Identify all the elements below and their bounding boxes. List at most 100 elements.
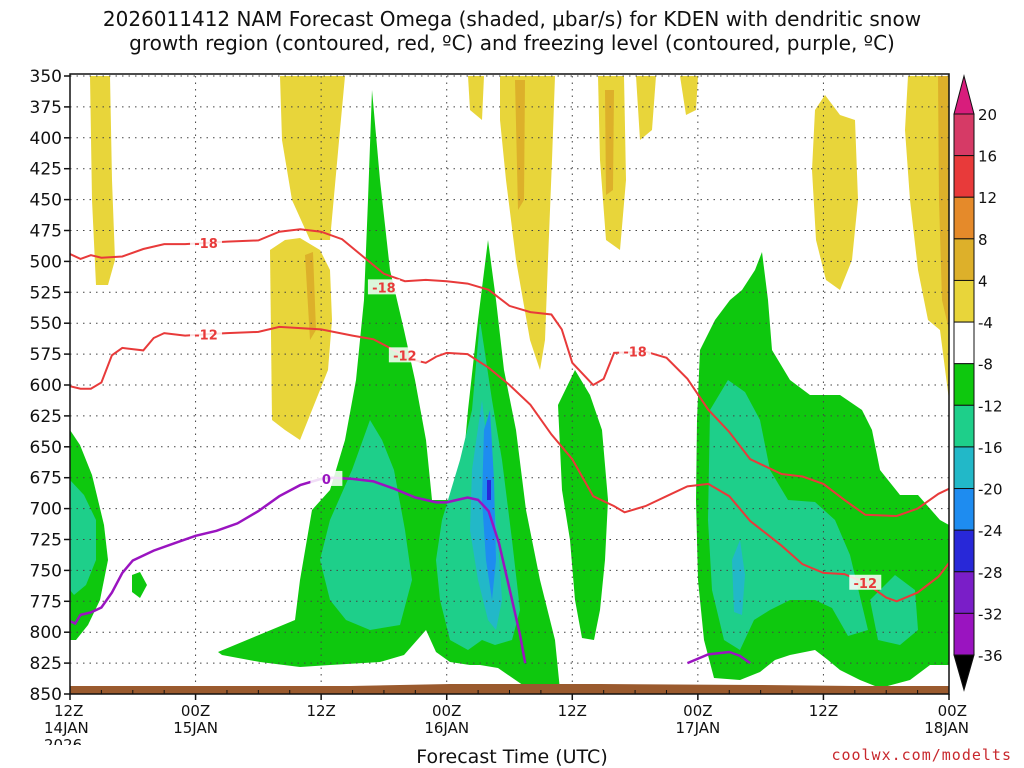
x-tick-label: 16JAN [424,719,469,737]
colorbar-label: 4 [978,272,988,290]
colorbar-swatch [953,404,975,448]
omega-positive-streak [90,76,115,285]
omega-positive-streak [468,76,484,120]
credit-text: coolwx.com/modelts [831,746,1012,764]
y-tick-label: 625 [30,407,62,427]
colorbar-swatch [953,571,975,614]
colorbar-label: 8 [978,231,988,249]
y-axis: 350 375 400 425 450 475 500 525 550 575 600 625 650 6… [30,67,70,705]
colorbar-label: 12 [978,189,997,207]
colorbar-swatch [953,446,975,490]
omega-negative-region [487,480,491,500]
colorbar-bottom-arrow [953,654,975,692]
colorbar-label: -24 [978,522,1003,540]
colorbar-swatch [953,488,975,531]
x-axis-label: Forecast Time (UTC) [416,746,608,768]
contour-label: -18 [372,281,396,296]
colorbar-label: -16 [978,439,1003,457]
contour-label: -12 [393,349,417,364]
omega-chart: -18 -18 -18 -12 -12 -12 0 350 375 400 425 450 475 50… [30,67,1003,745]
omega-negative-region [708,380,868,650]
colorbar-swatch [953,321,975,365]
x-tick-label: 15JAN [173,719,218,737]
contour-label: -12 [854,577,878,592]
contour-labels: -18 -18 -18 -12 -12 -12 0 [190,234,882,592]
contour-label-bg [388,347,421,363]
y-tick-label: 800 [30,623,62,643]
contour-label-bg [849,574,882,590]
chart-title-line2: growth region (contoured, red, ºC) and f… [129,31,895,55]
x-tick-label: 12Z [558,702,587,720]
x-tick-label: 17JAN [675,719,720,737]
omega-positive-streak [515,80,525,210]
colorbar-label: -28 [978,564,1003,582]
y-tick-label: 600 [30,376,62,396]
omega-shading [70,76,949,690]
x-tick-label: 00Z [432,702,461,720]
contour-label-bg [619,343,652,359]
contour-label-bg [190,326,223,342]
y-tick-label: 650 [30,438,62,458]
contour-label: -18 [194,237,218,252]
x-tick-label: 14JAN [44,719,89,737]
y-tick-label: 775 [30,592,62,612]
y-tick-label: 350 [30,67,62,87]
omega-negative-region [320,420,412,630]
colorbar-swatch [953,155,975,198]
y-tick-label: 550 [30,314,62,334]
colorbar: 20 16 12 8 4 -4 -8 -12 -16 -20 -24 -28 -32 -36 [953,74,1003,692]
omega-positive-streak [636,76,656,140]
x-tick-label: 00Z [938,702,967,720]
omega-negative-region [482,410,496,600]
y-tick-label: 450 [30,191,62,211]
omega-positive-streak [605,90,614,195]
y-tick-label: 725 [30,531,62,551]
omega-negative-region [870,575,918,645]
colorbar-label: -20 [978,481,1003,499]
x-tick-label: 12Z [54,702,83,720]
omega-positive-streak [305,252,316,340]
colorbar-swatch [953,612,975,656]
omega-positive-streak [500,76,555,370]
x-tick-label: 12Z [809,702,838,720]
y-tick-label: 750 [30,561,62,581]
colorbar-swatch [953,113,975,157]
y-tick-label: 575 [30,345,62,365]
omega-positive-streak [270,238,332,440]
y-tick-label: 675 [30,469,62,489]
contour-label-bg [190,234,223,250]
contour-label-bg [367,279,400,295]
omega-negative-region [132,572,147,598]
colorbar-label: -32 [978,605,1003,623]
contour-label: 0 [322,473,331,488]
colorbar-swatch [953,529,975,573]
omega-positive-streak [938,76,949,330]
y-tick-label: 400 [30,129,62,149]
colorbar-label: 16 [978,148,997,166]
omega-negative-region [558,370,608,640]
colorbar-label: -4 [978,314,993,332]
freezing-level-contour-2 [686,650,751,665]
omega-positive-streak [280,76,345,240]
contour-label: -12 [194,328,218,343]
y-tick-label: 500 [30,252,62,272]
x-tick-label: 00Z [181,702,210,720]
y-tick-label: 825 [30,654,62,674]
y-tick-label: 425 [30,160,62,180]
omega-positive-streak [905,76,949,400]
colorbar-swatch [953,363,975,406]
y-tick-label: 525 [30,283,62,303]
colorbar-label: -36 [978,647,1003,665]
omega-negative-region [732,540,745,615]
chart-title-line1: 2026011412 NAM Forecast Omega (shaded, μ… [102,7,922,31]
colorbar-label: -8 [978,356,993,374]
y-tick-label: 700 [30,500,62,520]
colorbar-label: -12 [978,397,1003,415]
y-tick-label: 475 [30,222,62,242]
dgz-contour-minus12 [70,325,949,603]
colorbar-swatch [953,279,975,323]
colorbar-label: 20 [978,106,997,124]
contour-label-bg [310,470,343,486]
y-tick-label: 850 [30,685,62,705]
